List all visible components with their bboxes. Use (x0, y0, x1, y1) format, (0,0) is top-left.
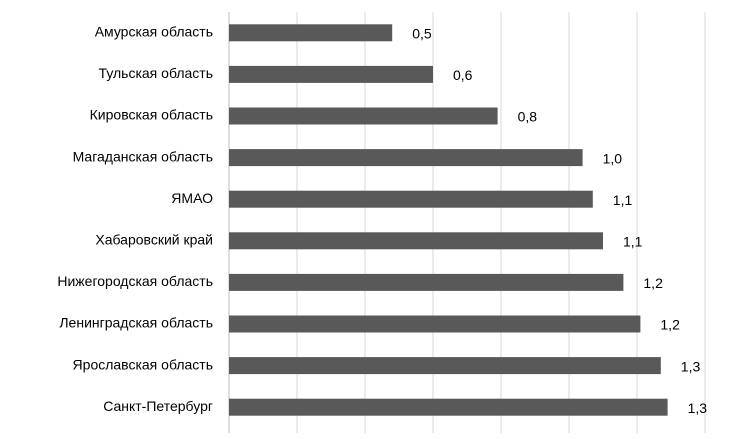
category-label: Кировская область (90, 107, 213, 123)
value-label: 1,0 (603, 150, 623, 166)
bar (229, 398, 668, 416)
category-label: ЯМАО (171, 190, 213, 206)
value-label: 1,1 (623, 234, 643, 250)
category-label: Ленинградская область (59, 315, 213, 331)
bar (229, 149, 583, 167)
bar (229, 65, 433, 83)
bar (229, 190, 593, 208)
value-label: 0,8 (518, 109, 538, 125)
value-label: 1,2 (643, 275, 663, 291)
value-label: 1,1 (613, 192, 633, 208)
category-label: Амурская область (95, 24, 213, 40)
bar (229, 315, 641, 333)
value-label: 1,3 (681, 358, 701, 374)
category-label: Нижегородская область (57, 273, 213, 289)
value-label: 1,2 (660, 317, 680, 333)
category-label: Тульская область (99, 65, 213, 81)
bar (229, 107, 498, 125)
value-label: 0,5 (412, 26, 432, 42)
bar (229, 24, 393, 42)
value-label: 1,3 (688, 400, 708, 416)
value-label: 0,6 (453, 67, 473, 83)
category-label: Магаданская область (73, 148, 213, 164)
category-label: Санкт-Петербург (103, 398, 213, 414)
category-label: Ярославская область (73, 356, 213, 372)
bar (229, 357, 661, 375)
bar (229, 232, 603, 250)
category-label: Хабаровский край (95, 232, 213, 248)
bar (229, 273, 624, 291)
